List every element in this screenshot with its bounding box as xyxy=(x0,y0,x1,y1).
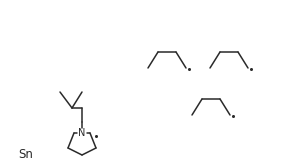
Text: N: N xyxy=(78,128,86,138)
Text: Sn: Sn xyxy=(18,148,33,161)
